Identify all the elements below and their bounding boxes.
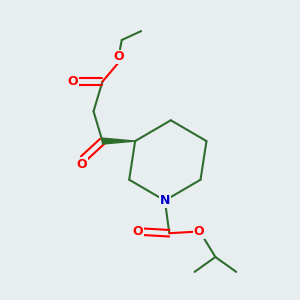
- Polygon shape: [102, 138, 135, 144]
- Text: O: O: [194, 225, 204, 238]
- Text: N: N: [160, 194, 170, 207]
- Text: O: O: [113, 50, 124, 64]
- Text: O: O: [76, 158, 87, 171]
- Text: O: O: [68, 75, 78, 88]
- Text: O: O: [133, 225, 143, 238]
